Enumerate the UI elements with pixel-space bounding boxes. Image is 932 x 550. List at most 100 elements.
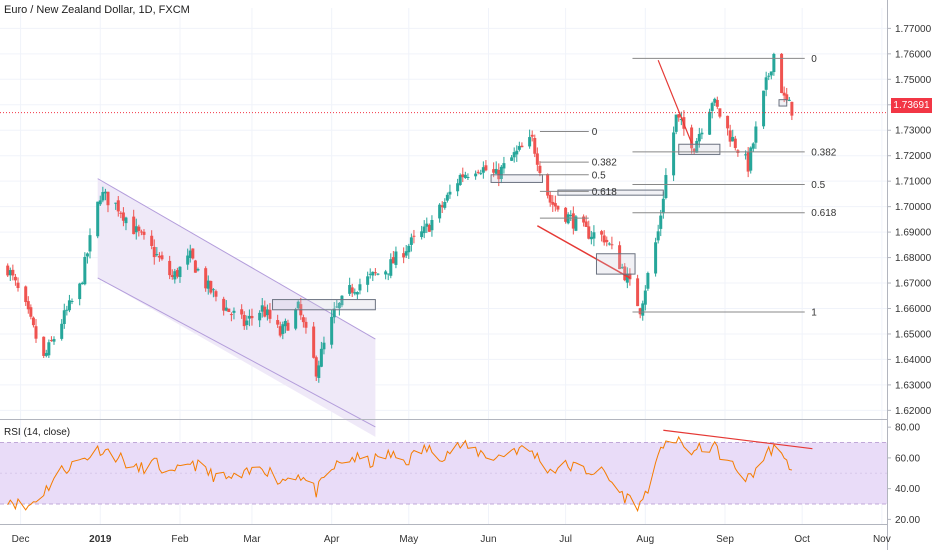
candle-body bbox=[710, 103, 714, 111]
candle-body bbox=[224, 307, 228, 311]
candle-body bbox=[384, 271, 388, 275]
candle-body bbox=[191, 248, 195, 259]
price-tick-label: 1.75000 bbox=[895, 75, 932, 86]
candle-body bbox=[317, 365, 321, 378]
candle-body bbox=[371, 271, 375, 276]
candle-body bbox=[283, 320, 287, 327]
candle-body bbox=[425, 223, 429, 227]
candle-body bbox=[96, 201, 100, 237]
candle-body bbox=[355, 292, 359, 295]
candle-body bbox=[196, 269, 200, 271]
drawing-overlays-back bbox=[97, 178, 376, 437]
fib-level-label: 0.382 bbox=[592, 158, 617, 169]
candle-body bbox=[677, 114, 681, 118]
candle-body bbox=[520, 145, 524, 148]
candle-body bbox=[407, 245, 411, 253]
candle-body bbox=[731, 136, 735, 142]
candle-body bbox=[535, 153, 539, 165]
candle-body bbox=[8, 270, 12, 276]
candle-body bbox=[402, 253, 406, 258]
candle-body bbox=[592, 232, 596, 239]
time-tick-label: 2019 bbox=[89, 534, 112, 545]
candle-body bbox=[546, 174, 550, 196]
candle-body bbox=[49, 340, 53, 342]
candle-body bbox=[515, 150, 519, 155]
time-tick-label: Oct bbox=[794, 534, 810, 545]
zone-rectangle bbox=[557, 189, 664, 196]
candle-body bbox=[623, 266, 627, 281]
candle-body bbox=[312, 326, 316, 358]
candle-body bbox=[281, 324, 285, 334]
candle-body bbox=[353, 292, 357, 294]
candle-body bbox=[229, 314, 233, 316]
candle-body bbox=[672, 132, 676, 176]
time-tick-label: Aug bbox=[636, 534, 654, 545]
candle-body bbox=[607, 243, 611, 245]
candle-body bbox=[368, 273, 372, 275]
price-tick-label: 1.70000 bbox=[895, 202, 932, 213]
candle-body bbox=[643, 290, 647, 305]
trendline-red-drop bbox=[657, 59, 693, 144]
candle-body bbox=[754, 126, 758, 143]
candle-body bbox=[715, 99, 719, 107]
candle-body bbox=[29, 307, 33, 317]
candle-body bbox=[214, 291, 218, 297]
time-tick-label: Feb bbox=[171, 534, 189, 545]
candle-body bbox=[62, 310, 66, 325]
candle-body bbox=[350, 287, 354, 293]
candle-body bbox=[348, 285, 352, 294]
rsi-tick-label: 40.00 bbox=[895, 484, 920, 495]
candle-body bbox=[103, 191, 107, 194]
candle-body bbox=[366, 276, 370, 285]
candle-body bbox=[376, 273, 380, 275]
candle-body bbox=[474, 173, 478, 177]
candle-body bbox=[204, 268, 208, 289]
candle-body bbox=[142, 231, 146, 235]
candle-body bbox=[574, 216, 578, 231]
candle-body bbox=[782, 92, 786, 96]
time-tick-label: Mar bbox=[243, 534, 261, 545]
time-tick-label: May bbox=[399, 534, 418, 545]
candle-body bbox=[404, 251, 408, 256]
channel-lower-line bbox=[97, 277, 376, 428]
rsi-line bbox=[7, 435, 792, 513]
candle-body bbox=[52, 339, 56, 342]
candle-body bbox=[134, 226, 138, 233]
candle-body bbox=[746, 152, 750, 172]
candle-body bbox=[728, 130, 732, 142]
candle-body bbox=[337, 302, 341, 309]
candle-body bbox=[206, 280, 210, 289]
candle-body bbox=[458, 174, 462, 185]
price-tick-label: 1.64000 bbox=[895, 355, 932, 366]
zone-rectangle bbox=[272, 299, 376, 311]
candle-body bbox=[584, 221, 588, 227]
candle-body bbox=[304, 321, 308, 328]
candle-body bbox=[605, 239, 609, 243]
candle-body bbox=[101, 192, 105, 201]
chart-title: Euro / New Zealand Dollar, 1D, FXCM bbox=[4, 4, 190, 16]
candle-body bbox=[26, 301, 30, 310]
candle-body bbox=[31, 317, 35, 326]
price-tick-label: 1.72000 bbox=[895, 151, 932, 162]
candle-body bbox=[448, 191, 452, 195]
candle-body bbox=[445, 194, 449, 201]
candle-body bbox=[785, 94, 789, 101]
fib-level-label: 0 bbox=[592, 127, 598, 138]
candle-body bbox=[44, 353, 48, 356]
price-tick-label: 1.77000 bbox=[895, 24, 932, 35]
candle-body bbox=[247, 315, 251, 319]
candle-body bbox=[620, 267, 624, 269]
candle-body bbox=[24, 286, 28, 303]
candle-body bbox=[548, 194, 552, 203]
candle-body bbox=[749, 147, 753, 171]
candle-body bbox=[512, 152, 516, 158]
fib-level-label: 0.5 bbox=[811, 180, 825, 191]
candle-body bbox=[409, 237, 413, 245]
candle-body bbox=[394, 251, 398, 265]
fib-level-label: 0.618 bbox=[811, 208, 836, 219]
candle-body bbox=[98, 200, 102, 205]
candle-body bbox=[358, 284, 362, 291]
candle-body bbox=[443, 201, 447, 208]
candle-body bbox=[744, 154, 748, 156]
candle-body bbox=[260, 305, 264, 312]
